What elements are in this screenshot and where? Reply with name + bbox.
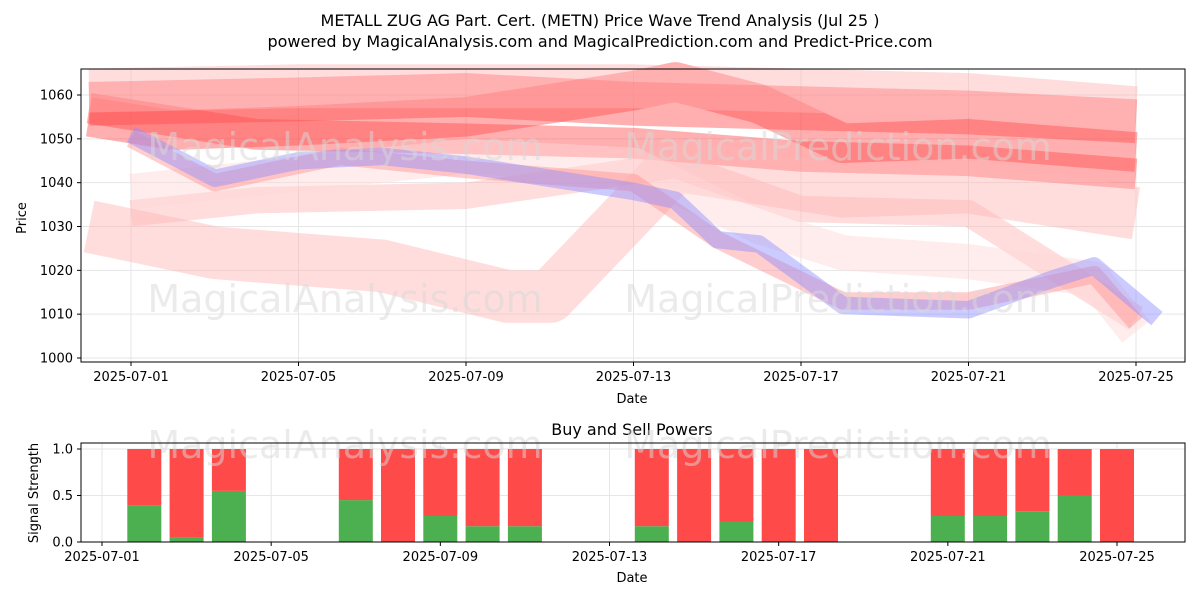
signal-x-tick-label: 2025-07-05 [233, 550, 309, 565]
signal-axis-ticks: 2025-07-01 2025-07-05 2025-07-09 2025-07-13… [52, 443, 1154, 566]
signal-x-tick-label: 2025-07-01 [64, 550, 140, 565]
sell-bar [338, 449, 373, 501]
price-wave-band-5 [129, 151, 1143, 330]
price-y-tick-label: 1020 [40, 264, 73, 279]
buy-bar [719, 521, 754, 542]
buy-bar [634, 526, 669, 542]
sell-bar [761, 449, 796, 542]
watermark-left: MagicalAnalysis.com [147, 125, 542, 169]
price-wave-band-0 [88, 73, 1138, 144]
price-chart-panel: MagicalAnalysis.com MagicalPrediction.co… [15, 62, 1186, 407]
buy-bar [930, 516, 965, 542]
chart-subtitle: powered by MagicalAnalysis.com and Magic… [267, 32, 932, 51]
price-x-tick-label: 2025-07-25 [1098, 370, 1174, 385]
price-wave-band-8 [126, 126, 1163, 326]
signal-chart-frame [80, 442, 1186, 543]
price-x-tick-label: 2025-07-13 [596, 370, 672, 385]
watermark-right-bottom: MagicalPrediction.com [624, 423, 1052, 467]
price-wave-bands [83, 62, 1163, 343]
price-x-tick-label: 2025-07-21 [931, 370, 1007, 385]
price-axis-ticks: 2025-07-01 2025-07-05 2025-07-09 2025-07-13… [40, 89, 1174, 386]
buy-bar [127, 505, 162, 542]
sell-bar [1057, 449, 1092, 496]
price-y-tick-label: 1000 [40, 352, 73, 367]
watermark-right: MagicalPrediction.com [624, 125, 1052, 169]
price-x-tick-label: 2025-07-05 [261, 370, 337, 385]
signal-x-tick-label: 2025-07-09 [403, 550, 479, 565]
sell-bar [211, 449, 246, 491]
buy-bar [465, 526, 500, 542]
chart-title: METALL ZUG AG Part. Cert. (METN) Price W… [321, 11, 880, 30]
price-y-tick-label: 1060 [40, 89, 73, 104]
signal-chart-title: Buy and Sell Powers [551, 420, 713, 439]
buy-bar [1057, 495, 1092, 542]
signal-chart-panel: Buy and Sell Powers MagicalAnalysis.com … [27, 420, 1186, 586]
buy-bar [423, 516, 458, 542]
buy-bar [1015, 511, 1050, 542]
buy-bar [507, 526, 542, 542]
watermark-right-2: MagicalPrediction.com [624, 277, 1052, 321]
signal-y-tick-label: 1.0 [52, 443, 73, 458]
sell-bar [634, 449, 669, 527]
sell-bar [1015, 449, 1050, 512]
price-wave-band-1 [86, 93, 1138, 190]
price-y-tick-label: 1030 [40, 220, 73, 235]
signal-y-tick-label: 0.0 [52, 536, 73, 551]
sell-bar [465, 449, 500, 527]
price-wave-band-7 [126, 131, 1143, 329]
price-x-tick-label: 2025-07-09 [428, 370, 504, 385]
sell-bar [1100, 449, 1134, 542]
price-x-tick-label: 2025-07-17 [763, 370, 839, 385]
sell-bar [719, 449, 754, 522]
price-wave-band-6 [129, 138, 1150, 343]
signal-y-tick-label: 0.5 [52, 489, 73, 504]
sell-bar [169, 449, 204, 538]
sell-bar [973, 449, 1008, 516]
sell-bar [804, 449, 838, 542]
signal-x-tick-label: 2025-07-17 [741, 550, 817, 565]
signal-x-axis-label: Date [616, 571, 647, 586]
price-grid [81, 69, 1185, 362]
price-y-tick-label: 1040 [40, 176, 73, 191]
price-x-axis-label: Date [616, 392, 647, 407]
sell-bar [381, 449, 415, 542]
price-x-tick-label: 2025-07-01 [93, 370, 169, 385]
buy-bar [169, 537, 204, 542]
sell-bar [677, 449, 712, 542]
price-wave-band-4 [83, 138, 1141, 323]
sell-bar [423, 449, 458, 516]
price-wave-band-3 [88, 64, 1138, 131]
price-y-tick-label: 1050 [40, 132, 73, 147]
signal-x-tick-label: 2025-07-13 [572, 550, 648, 565]
watermark-left-2: MagicalAnalysis.com [147, 277, 542, 321]
buy-bar [211, 490, 246, 542]
signal-x-tick-label: 2025-07-21 [910, 550, 986, 565]
signal-y-axis-label: Signal Strength [27, 443, 42, 543]
price-chart-frame [80, 68, 1186, 363]
buy-bar [973, 516, 1008, 542]
sell-bar [930, 449, 965, 516]
buy-bar [338, 500, 373, 542]
price-wave-band-2 [86, 62, 1138, 172]
watermark-left-bottom: MagicalAnalysis.com [147, 423, 542, 467]
sell-bar [507, 449, 542, 527]
signal-x-tick-label: 2025-07-25 [1079, 550, 1155, 565]
price-y-tick-label: 1010 [40, 308, 73, 323]
price-y-axis-label: Price [15, 202, 30, 234]
sell-bar [127, 449, 162, 506]
signal-bars [127, 449, 1134, 542]
